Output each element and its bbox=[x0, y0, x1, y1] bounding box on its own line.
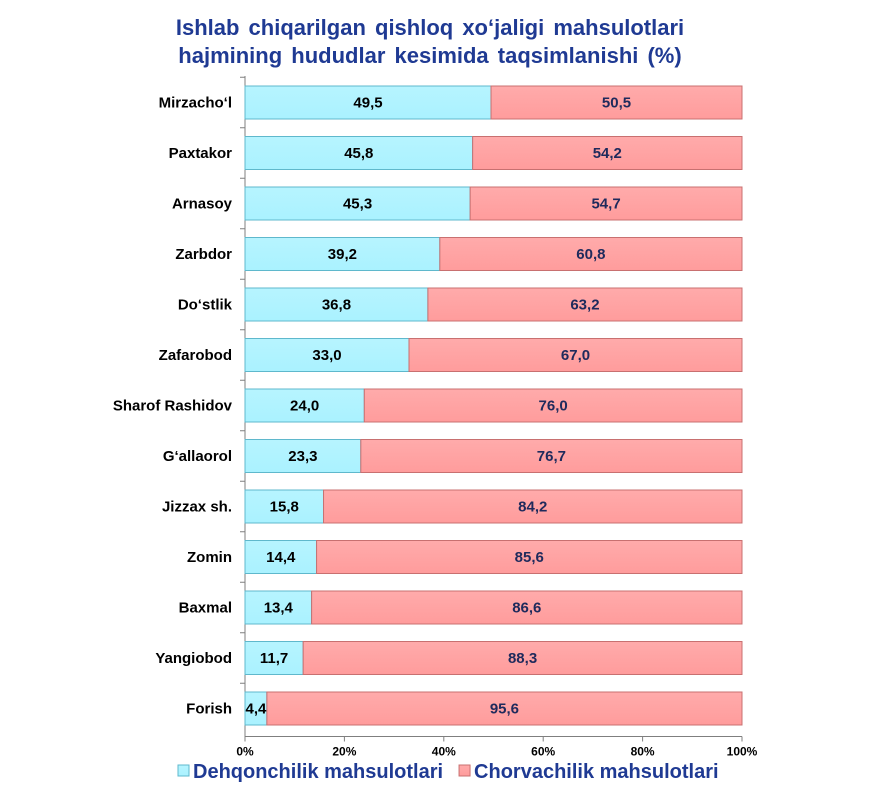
bar-segment bbox=[244, 641, 304, 675]
category-label: Arnasoy bbox=[172, 196, 233, 213]
data-label: 50,5 bbox=[602, 95, 631, 112]
data-label: 84,2 bbox=[518, 499, 547, 516]
bar-segment bbox=[244, 590, 313, 625]
data-label: 14,4 bbox=[266, 549, 296, 566]
x-tick-label: 40% bbox=[432, 745, 456, 759]
bar-segment bbox=[323, 489, 743, 524]
category-label: G‘allaorol bbox=[163, 448, 232, 465]
data-label: 45,8 bbox=[344, 145, 373, 162]
bar-segment bbox=[244, 540, 318, 574]
bar-segment bbox=[439, 237, 743, 271]
x-tick-label: 80% bbox=[631, 745, 655, 759]
bar-segment bbox=[266, 691, 743, 726]
bar-segment bbox=[363, 388, 743, 423]
bar-segment bbox=[311, 590, 743, 625]
data-label: 33,0 bbox=[312, 347, 341, 364]
legend-swatch bbox=[458, 764, 471, 777]
chart-title-line-1: Ishlab chiqarilgan qishloq xo‘jaligi mah… bbox=[175, 15, 685, 40]
bar-segment bbox=[472, 136, 743, 170]
data-label: 85,6 bbox=[515, 549, 544, 566]
data-label: 15,8 bbox=[270, 499, 299, 516]
data-label: 63,2 bbox=[570, 297, 599, 314]
legend-label: Chorvachilik mahsulotlari bbox=[474, 761, 719, 783]
data-label: 36,8 bbox=[322, 297, 351, 314]
bar-segment bbox=[244, 439, 362, 473]
category-label: Baxmal bbox=[179, 600, 232, 617]
legend-swatch bbox=[177, 764, 190, 777]
data-label: 49,5 bbox=[353, 95, 382, 112]
data-label: 86,6 bbox=[512, 600, 541, 617]
bar-segment bbox=[490, 85, 743, 120]
data-label: 24,0 bbox=[290, 398, 319, 415]
data-label: 11,7 bbox=[260, 650, 288, 667]
bar-segment bbox=[244, 136, 474, 170]
data-label: 45,3 bbox=[343, 196, 372, 213]
category-label: Do‘stlik bbox=[178, 297, 233, 314]
bar-segment bbox=[244, 489, 325, 524]
data-label: 95,6 bbox=[490, 701, 519, 718]
data-label: 67,0 bbox=[561, 347, 590, 364]
bar-segment bbox=[244, 85, 492, 120]
data-label: 60,8 bbox=[576, 246, 605, 263]
data-label: 4,4 bbox=[246, 701, 268, 718]
bar-segment bbox=[244, 388, 365, 423]
bar-segment bbox=[316, 540, 743, 574]
bar-segment bbox=[360, 439, 743, 473]
data-label: 23,3 bbox=[288, 448, 317, 465]
bar-segment bbox=[408, 338, 743, 372]
x-tick-label: 0% bbox=[236, 745, 254, 759]
x-tick-label: 60% bbox=[531, 745, 555, 759]
category-label: Zarbdor bbox=[175, 246, 232, 263]
category-label: Zafarobod bbox=[159, 347, 232, 364]
data-label: 39,2 bbox=[328, 246, 357, 263]
bar-segment bbox=[302, 641, 743, 675]
chart-title-line-2: hajmining hududlar kesimida taqsimlanish… bbox=[178, 43, 682, 68]
category-label: Zomin bbox=[187, 549, 232, 566]
data-label: 76,0 bbox=[539, 398, 568, 415]
legend-label: Dehqonchilik mahsulotlari bbox=[193, 761, 443, 783]
category-label: Mirzacho‘l bbox=[159, 95, 232, 112]
data-label: 54,7 bbox=[591, 196, 620, 213]
bar-segment bbox=[244, 338, 410, 372]
category-label: Sharof Rashidov bbox=[113, 398, 233, 415]
category-label: Paxtakor bbox=[169, 145, 233, 162]
data-label: 54,2 bbox=[593, 145, 622, 162]
category-label: Jizzax sh. bbox=[162, 499, 232, 516]
data-label: 13,4 bbox=[264, 600, 294, 617]
chart-title: Ishlab chiqarilgan qishloq xo‘jaligi mah… bbox=[90, 14, 770, 70]
data-label: 88,3 bbox=[508, 650, 537, 667]
x-tick-label: 100% bbox=[727, 745, 758, 759]
bar-segment bbox=[427, 287, 743, 322]
bar-segment bbox=[469, 186, 743, 221]
category-label: Yangiobod bbox=[155, 650, 232, 667]
bar-segment bbox=[244, 287, 429, 322]
data-label: 76,7 bbox=[537, 448, 566, 465]
x-tick-label: 20% bbox=[332, 745, 356, 759]
category-label: Forish bbox=[186, 701, 232, 718]
